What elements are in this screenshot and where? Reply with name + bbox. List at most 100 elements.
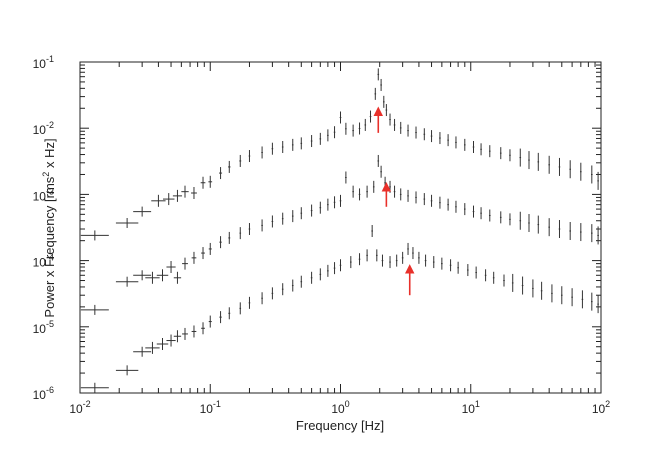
data-point: [580, 162, 582, 181]
data-point: [528, 213, 530, 232]
data-point: [371, 224, 373, 237]
data-point: [389, 113, 391, 126]
data-point: [333, 262, 336, 275]
data-point: [439, 132, 441, 145]
data-point: [201, 247, 205, 260]
data-point: [281, 283, 284, 296]
data-point: [208, 175, 213, 188]
data-point: [407, 189, 409, 202]
data-point: [372, 180, 375, 193]
data-point: [475, 266, 477, 279]
data-point: [166, 261, 176, 274]
data-point: [310, 204, 313, 217]
data-point: [532, 279, 534, 298]
data-point: [80, 230, 109, 241]
data-point: [383, 95, 385, 108]
data-point: [162, 193, 175, 206]
data-point: [345, 171, 347, 184]
data-point: [115, 217, 139, 228]
data-point: [597, 171, 599, 190]
data-point: [480, 143, 482, 156]
data-point: [300, 207, 303, 220]
y-tick-label: 10-1: [33, 54, 54, 71]
data-point: [374, 87, 377, 100]
data-point: [430, 130, 433, 143]
data-point: [319, 268, 322, 281]
data-point: [521, 276, 524, 295]
data-point: [182, 257, 188, 270]
data-point: [319, 201, 322, 214]
data-point: [80, 382, 109, 393]
data-point: [200, 176, 206, 189]
data-point: [377, 68, 380, 81]
data-point: [339, 259, 342, 272]
data-point: [571, 288, 573, 307]
data-point: [569, 221, 571, 240]
data-point: [327, 264, 329, 277]
series-3: [80, 224, 599, 393]
data-point: [412, 247, 414, 260]
data-point: [281, 141, 284, 154]
data-point: [173, 271, 182, 284]
data-point: [399, 188, 402, 201]
data-point: [261, 146, 263, 159]
tick-labels: 10-2 10-1 100 101 102 10-6 10-5 10-4 10-3 10-2 10-…: [33, 54, 611, 416]
data-point: [291, 279, 294, 292]
data-point: [381, 254, 384, 267]
data-point: [133, 346, 152, 357]
data-point: [219, 167, 223, 180]
data-point: [156, 269, 169, 282]
data-point: [219, 311, 222, 324]
data-point: [352, 124, 354, 137]
data-point: [519, 148, 522, 167]
data-point: [376, 249, 378, 262]
data-point: [472, 141, 475, 154]
data-point: [423, 128, 426, 141]
data-point: [380, 78, 382, 91]
data-point: [537, 152, 540, 171]
data-point: [423, 193, 426, 206]
data-point: [291, 138, 294, 151]
data-point: [291, 210, 294, 223]
data-point: [310, 271, 313, 284]
data-point: [407, 124, 409, 137]
data-point: [248, 223, 251, 236]
data-point: [115, 365, 139, 376]
data-point: [300, 137, 303, 150]
data-point: [389, 256, 391, 269]
data-point: [415, 191, 417, 204]
data-point: [191, 186, 197, 199]
data-point: [447, 198, 449, 211]
data-point: [499, 147, 502, 160]
data-point: [430, 194, 433, 207]
y-tick-label: 10-6: [33, 385, 54, 402]
data-point: [358, 122, 361, 135]
data-point: [364, 118, 367, 131]
data-point: [385, 104, 388, 117]
x-tick-label: 100: [331, 399, 349, 416]
data-point: [509, 149, 511, 162]
data-point: [467, 264, 469, 277]
data-point: [399, 121, 402, 134]
data-point: [181, 185, 189, 198]
data-point: [333, 196, 336, 209]
data-point: [339, 194, 342, 207]
data-point: [415, 126, 417, 139]
data-point: [261, 292, 263, 305]
data-point: [333, 126, 336, 139]
data-point: [173, 330, 182, 343]
data-point: [484, 269, 487, 282]
data-point: [281, 212, 284, 225]
data-point: [424, 254, 427, 267]
data-point: [395, 254, 398, 267]
data-point: [366, 249, 368, 262]
data-point: [488, 145, 491, 158]
data-point: [228, 307, 231, 320]
y-axis-title-suffix: x Hz]: [42, 138, 57, 171]
y-tick-label: 10-5: [33, 319, 54, 336]
data-point: [389, 180, 391, 193]
data-point: [115, 276, 139, 287]
data-point: [271, 142, 274, 155]
data-point: [455, 200, 457, 213]
